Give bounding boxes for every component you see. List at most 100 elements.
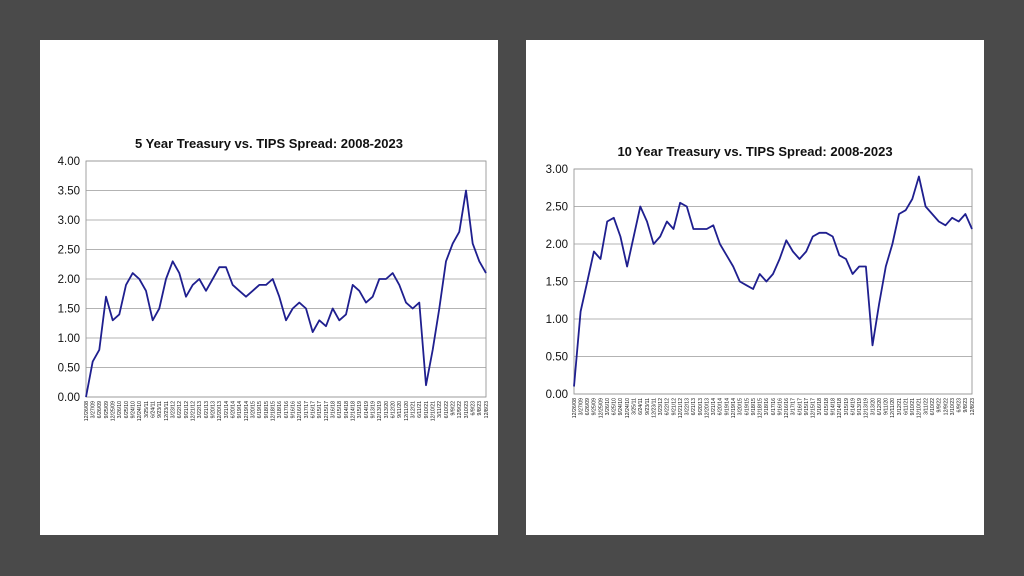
x-tick-label: 9/16/16 bbox=[290, 401, 296, 418]
x-tick-label: 9/10/21 bbox=[424, 401, 430, 418]
x-tick-label: 12/11/20 bbox=[890, 398, 896, 418]
y-tick-label: 0.00 bbox=[58, 392, 80, 404]
x-tick-label: 6/21/13 bbox=[691, 398, 697, 415]
chart-5yr-svg: 5 Year Treasury vs. TIPS Spread: 2008-20… bbox=[58, 136, 490, 421]
x-tick-label: 9/16/16 bbox=[777, 398, 783, 415]
x-tick-label: 9/10/21 bbox=[910, 398, 916, 415]
x-tick-label: 6/24/11 bbox=[150, 401, 156, 418]
x-tick-label: 6/19/15 bbox=[257, 401, 263, 418]
x-tick-label: 6/12/20 bbox=[390, 401, 396, 418]
x-tick-label: 12/20/13 bbox=[704, 398, 710, 418]
x-tick-label: 12/14/18 bbox=[350, 401, 356, 421]
x-tick-label: 9/21/12 bbox=[671, 398, 677, 415]
x-tick-label: 6/11/21 bbox=[903, 398, 909, 415]
x-tick-label: 6/17/16 bbox=[284, 401, 290, 418]
x-tick-label: 12/20/13 bbox=[217, 401, 223, 421]
x-tick-label: 12/25/09 bbox=[110, 401, 116, 421]
y-tick-label: 3.00 bbox=[58, 215, 80, 227]
x-tick-label: 12/11/20 bbox=[404, 401, 410, 421]
x-tick-label: 3/17/17 bbox=[791, 398, 797, 415]
x-tick-label: 12/26/08 bbox=[84, 401, 90, 421]
x-tick-label: 9/23/11 bbox=[645, 398, 651, 415]
x-tick-label: 9/15/17 bbox=[804, 398, 810, 415]
x-tick-label: 9/18/15 bbox=[264, 401, 270, 418]
x-tick-label: 6/11/21 bbox=[417, 401, 423, 418]
x-tick-label: 3/22/13 bbox=[685, 398, 691, 415]
x-tick-label: 6/24/11 bbox=[638, 398, 644, 415]
x-tick-label: 3/27/09 bbox=[578, 398, 584, 415]
x-tick-label: 3/11/22 bbox=[923, 398, 929, 415]
x-tick-label: 3/22/13 bbox=[197, 401, 203, 418]
x-tick-label: 12/23/11 bbox=[651, 398, 657, 418]
x-tick-label: 12/25/09 bbox=[598, 398, 604, 418]
x-tick-label: 12/14/18 bbox=[837, 398, 843, 418]
x-tick-label: 3/23/12 bbox=[170, 401, 176, 418]
chart-10yr-svg: 10 Year Treasury vs. TIPS Spread: 2008-2… bbox=[546, 144, 976, 418]
x-tick-label: 12/9/22 bbox=[457, 401, 463, 418]
x-tick-label: 9/21/12 bbox=[184, 401, 190, 418]
x-tick-label: 9/8/23 bbox=[963, 398, 969, 413]
chart-title: 5 Year Treasury vs. TIPS Spread: 2008-20… bbox=[135, 136, 403, 151]
x-tick-label: 9/23/11 bbox=[157, 401, 163, 418]
x-tick-label: 6/10/22 bbox=[444, 401, 450, 418]
x-tick-label: 3/13/20 bbox=[870, 398, 876, 415]
x-tick-label: 6/26/09 bbox=[585, 398, 591, 415]
x-tick-label: 6/10/22 bbox=[930, 398, 936, 415]
y-tick-label: 1.00 bbox=[546, 314, 568, 326]
x-tick-label: 6/9/23 bbox=[957, 398, 963, 413]
x-tick-label: 3/20/15 bbox=[250, 401, 256, 418]
x-tick-label: 9/20/13 bbox=[210, 401, 216, 418]
x-tick-label: 9/24/10 bbox=[130, 401, 136, 418]
x-tick-label: 3/11/22 bbox=[437, 401, 443, 418]
x-tick-label: 6/19/15 bbox=[744, 398, 750, 415]
x-tick-label: 9/11/20 bbox=[397, 401, 403, 418]
x-tick-label: 9/14/18 bbox=[344, 401, 350, 418]
x-tick-label: 3/13/20 bbox=[384, 401, 390, 418]
x-tick-label: 6/22/12 bbox=[177, 401, 183, 418]
chart-panel-10yr: 10 Year Treasury vs. TIPS Spread: 2008-2… bbox=[526, 40, 984, 535]
x-tick-label: 6/26/09 bbox=[97, 401, 103, 418]
x-tick-label: 3/12/21 bbox=[410, 401, 416, 418]
x-tick-label: 6/16/17 bbox=[797, 398, 803, 415]
x-tick-label: 3/21/14 bbox=[711, 398, 717, 415]
chart-title: 10 Year Treasury vs. TIPS Spread: 2008-2… bbox=[617, 144, 892, 159]
x-tick-label: 6/25/10 bbox=[124, 401, 130, 418]
y-tick-label: 1.50 bbox=[546, 277, 568, 289]
x-tick-label: 3/18/16 bbox=[764, 398, 770, 415]
x-tick-label: 3/27/09 bbox=[90, 401, 96, 418]
x-tick-label: 9/19/14 bbox=[237, 401, 243, 418]
y-tick-label: 0.50 bbox=[546, 352, 568, 364]
x-tick-label: 3/16/18 bbox=[817, 398, 823, 415]
x-tick-label: 9/9/22 bbox=[937, 398, 943, 413]
x-tick-label: 9/24/10 bbox=[618, 398, 624, 415]
x-tick-label: 6/12/20 bbox=[877, 398, 883, 415]
x-tick-label: 3/25/11 bbox=[144, 401, 150, 418]
x-tick-label: 3/15/19 bbox=[357, 401, 363, 418]
x-tick-label: 3/17/17 bbox=[304, 401, 310, 418]
x-tick-label: 6/20/14 bbox=[230, 401, 236, 418]
x-tick-label: 12/18/15 bbox=[270, 401, 276, 421]
x-tick-label: 6/21/13 bbox=[204, 401, 210, 418]
y-tick-label: 2.00 bbox=[58, 274, 80, 286]
x-tick-label: 3/26/10 bbox=[117, 401, 123, 418]
x-tick-label: 3/15/19 bbox=[844, 398, 850, 415]
x-tick-label: 6/22/12 bbox=[665, 398, 671, 415]
x-tick-label: 9/25/09 bbox=[592, 398, 598, 415]
x-tick-label: 6/25/10 bbox=[612, 398, 618, 415]
y-tick-label: 2.00 bbox=[546, 239, 568, 251]
x-tick-label: 3/23/12 bbox=[658, 398, 664, 415]
x-tick-label: 6/17/16 bbox=[771, 398, 777, 415]
chart-panel-5yr: 5 Year Treasury vs. TIPS Spread: 2008-20… bbox=[40, 40, 498, 535]
x-tick-label: 6/15/18 bbox=[337, 401, 343, 418]
x-tick-label: 3/10/23 bbox=[464, 401, 470, 418]
y-tick-label: 0.00 bbox=[546, 389, 568, 401]
x-tick-label: 9/13/19 bbox=[857, 398, 863, 415]
y-tick-label: 4.00 bbox=[58, 156, 80, 168]
x-tick-label: 6/16/17 bbox=[310, 401, 316, 418]
x-tick-label: 6/20/14 bbox=[718, 398, 724, 415]
y-tick-label: 2.50 bbox=[546, 202, 568, 214]
x-tick-label: 3/10/23 bbox=[950, 398, 956, 415]
x-tick-label: 6/14/19 bbox=[364, 401, 370, 418]
y-tick-label: 2.50 bbox=[58, 245, 80, 257]
x-tick-label: 9/11/20 bbox=[884, 398, 890, 415]
